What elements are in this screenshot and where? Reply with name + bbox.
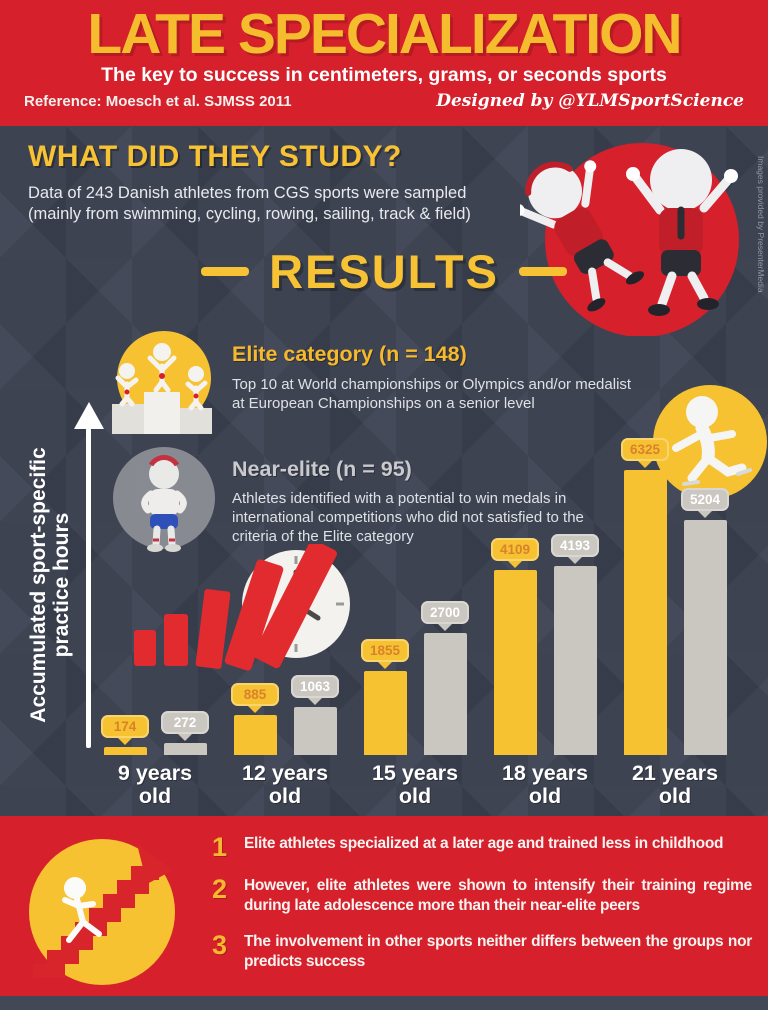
- reference-text: Reference: Moesch et al. SJMSS 2011: [24, 93, 292, 110]
- value-label: 5204: [681, 488, 729, 511]
- value-label: 4109: [491, 538, 539, 561]
- elite-category-heading: Elite category (n = 148): [232, 342, 467, 366]
- jumping-athletes-illustration: [520, 143, 739, 336]
- y-axis-line: [86, 428, 91, 748]
- rising-bars-clock-illustration: [134, 544, 350, 671]
- bar-column: 1855: [361, 639, 409, 755]
- bar-group: 4109 4193: [491, 534, 599, 755]
- header: LATE SPECIALIZATION The key to success i…: [0, 0, 768, 126]
- near-elite-description: Athletes identified with a potential to …: [232, 490, 584, 545]
- value-label: 174: [101, 715, 149, 738]
- conclusions-section: 1 Elite athletes specialized at a later …: [0, 816, 768, 996]
- bar-column: 5204: [681, 488, 729, 755]
- header-meta-row: Reference: Moesch et al. SJMSS 2011 Desi…: [0, 87, 768, 111]
- image-credit-text: Images provided by PresenterMedia: [756, 156, 766, 293]
- category-label: 18 years old: [501, 761, 589, 809]
- elite-category-description: Top 10 at World championships or Olympic…: [232, 376, 632, 412]
- bar-elite: [233, 715, 277, 755]
- y-axis-label: Accumulated sport-specific practice hour…: [26, 447, 73, 723]
- page-title: LATE SPECIALIZATION: [87, 2, 682, 66]
- bar-elite: [363, 671, 407, 755]
- conclusion-item-1: 1 Elite athletes specialized at a later …: [212, 834, 752, 861]
- main-section: WHAT DID THEY STUDY? Data of 243 Danish …: [0, 126, 768, 816]
- value-label: 1063: [291, 675, 339, 698]
- bar-elite: [103, 747, 147, 755]
- conclusion-text: The involvement in other sports neither …: [244, 932, 752, 971]
- left-dash-icon: [201, 267, 250, 276]
- category-label: 9 years old: [117, 761, 193, 809]
- bottom-strip: [0, 996, 768, 1010]
- bar-column: 885: [231, 683, 279, 755]
- bar-column: 4109: [491, 538, 539, 755]
- page-subtitle: The key to success in centimeters, grams…: [101, 64, 667, 86]
- value-label: 4193: [551, 534, 599, 557]
- study-body-line2: (mainly from swimming, cycling, rowing, …: [28, 204, 471, 223]
- conclusion-item-3: 3 The involvement in other sports neithe…: [212, 929, 752, 973]
- results-heading: RESULTS: [269, 245, 499, 298]
- results-heading-row: RESULTS: [0, 244, 768, 299]
- study-section-body: Data of 243 Danish athletes from CGS spo…: [28, 183, 538, 225]
- conclusion-number: 2: [212, 874, 228, 904]
- athlete-figure-illustration: [113, 447, 215, 552]
- bar-group: 6325 5204: [621, 438, 729, 755]
- category-labels: 9 years old 12 years old 15 years old 18 years…: [90, 761, 740, 809]
- bar-column: 174: [101, 715, 149, 755]
- bar-chart: 174 272 885 1063 1855 2700 4109 4193 6325 5204: [90, 438, 740, 755]
- bar-near-elite: [423, 633, 467, 755]
- study-body-line1: Data of 243 Danish athletes from CGS spo…: [28, 184, 467, 202]
- bar-near-elite: [163, 743, 207, 755]
- conclusion-number: 3: [212, 929, 228, 960]
- conclusions-list: 1 Elite athletes specialized at a later …: [212, 834, 752, 973]
- bar-column: 6325: [621, 438, 669, 755]
- value-label: 1855: [361, 639, 409, 662]
- bar-elite: [623, 470, 667, 755]
- skating-figure-illustration: [653, 385, 767, 499]
- bar-column: 2700: [421, 601, 469, 755]
- bar-near-elite: [553, 566, 597, 755]
- conclusion-item-2: 2 However, elite athletes were shown to …: [212, 876, 752, 917]
- bar-group: 174 272: [101, 711, 209, 755]
- conclusion-text: Elite athletes specialized at a later ag…: [244, 835, 724, 852]
- value-label: 272: [161, 711, 209, 734]
- value-label: 6325: [621, 438, 669, 461]
- conclusion-number: 1: [212, 832, 228, 862]
- category-label: 15 years old: [371, 761, 459, 809]
- value-label: 885: [231, 683, 279, 706]
- runner-on-stairs-illustration: [29, 839, 175, 985]
- bar-column: 4193: [551, 534, 599, 755]
- category-label: 12 years old: [241, 761, 329, 809]
- study-section-heading: WHAT DID THEY STUDY?: [28, 140, 402, 173]
- bar-column: 1063: [291, 675, 339, 755]
- near-elite-heading: Near-elite (n = 95): [232, 457, 412, 481]
- right-dash-icon: [518, 267, 567, 276]
- conclusion-text: However, elite athletes were shown to in…: [244, 877, 752, 915]
- y-axis-up-arrow-icon: [74, 402, 104, 429]
- bar-elite: [493, 570, 537, 755]
- value-label: 2700: [421, 601, 469, 624]
- category-label: 21 years old: [631, 761, 719, 809]
- podium-winners-illustration: [112, 331, 212, 434]
- bar-near-elite: [293, 707, 337, 755]
- bar-near-elite: [683, 520, 727, 755]
- bar-group: 885 1063: [231, 675, 339, 755]
- designed-by-text[interactable]: Designed by @YLMSportScience: [436, 91, 744, 111]
- bar-group: 1855 2700: [361, 601, 469, 755]
- bar-column: 272: [161, 711, 209, 755]
